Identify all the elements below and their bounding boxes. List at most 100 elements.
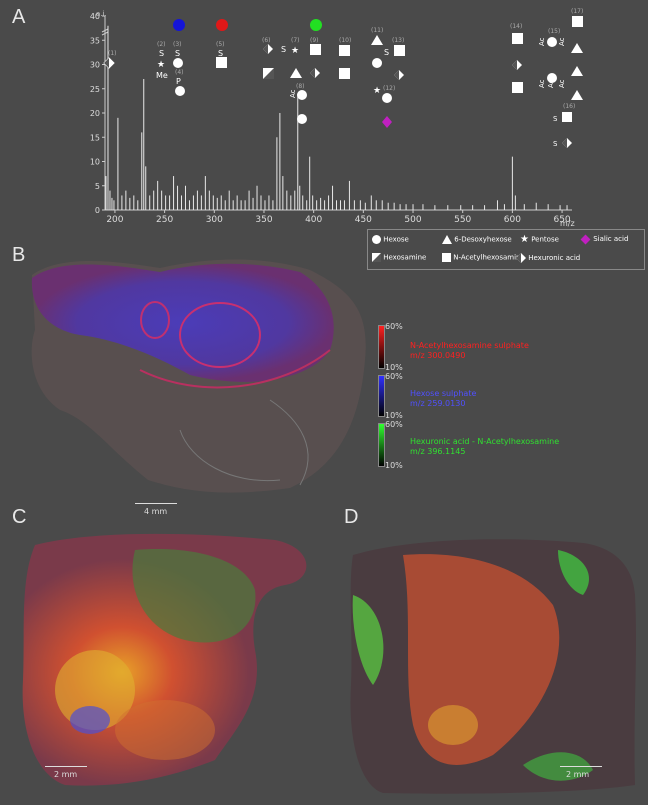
n-acetylhexosamine-icon: [512, 82, 523, 93]
annotation-5: (5): [216, 41, 225, 48]
colorbar-blue-mz: m/z 259.0130: [410, 399, 466, 408]
split-diamond-icon: [516, 253, 526, 263]
colorbar-red-mz: m/z 300.0490: [410, 351, 466, 360]
pentose-icon: ★: [157, 60, 165, 70]
annotation-12: (12): [383, 85, 395, 92]
x-tick-label: 350: [255, 215, 272, 225]
hexuronic-acid-icon: [263, 44, 273, 54]
x-tick-label: 450: [355, 215, 372, 225]
sialic-acid-icon: [382, 116, 392, 128]
y-tick-label: 30: [90, 61, 100, 70]
legend-item-desoxyhexose: 6-Desoxyhexose: [442, 235, 512, 244]
hexuronic-acid-icon: [394, 70, 404, 80]
colorbar-green-mz: m/z 396.1145: [410, 447, 466, 456]
sulphate-label: S: [281, 45, 286, 54]
annotation-1: (1): [108, 50, 117, 57]
methyl-label: Me: [156, 71, 168, 80]
annotation-13: (13): [392, 37, 404, 44]
colorbar-blue-name: Hexose sulphate: [410, 389, 477, 398]
sulphate-label: S: [218, 49, 223, 58]
legend-item-hexosamine: Hexosamine: [372, 253, 426, 262]
magenta-diamond-icon: [580, 234, 591, 244]
annotation-17: (17): [571, 8, 583, 15]
panel-label-a: A: [12, 6, 26, 28]
hexose-icon: [173, 58, 183, 68]
sulphate-label: S: [159, 49, 164, 58]
scalebar-d: [560, 766, 602, 767]
desoxyhexose-icon: [290, 68, 302, 78]
x-tick-label: 200: [106, 215, 123, 225]
acetyl-label: Ac: [558, 79, 566, 88]
annotation-15: (15): [548, 28, 560, 35]
desoxyhexose-icon: [571, 66, 583, 76]
desoxyhexose-icon: [571, 90, 583, 100]
colorbar-green-name: Hexuronic acid - N-Acetylhexosamine: [410, 437, 560, 446]
colorbar-blue: [378, 375, 385, 417]
x-tick-label: 500: [404, 215, 421, 225]
annotation-4: (4): [175, 69, 184, 76]
hexose-icon: [297, 90, 307, 100]
hexuronic-acid-icon: [103, 57, 115, 69]
legend-item-hexuronic-acid: Hexuronic acid: [516, 253, 580, 263]
scalebar-b-label: 4 mm: [144, 507, 168, 516]
colorbar-green: [378, 423, 385, 467]
x-axis-label: m/z: [560, 219, 575, 228]
legend-item-n-acetylhexosamine: N-Acetylhexosamine: [442, 253, 525, 262]
x-tick-label: 250: [156, 215, 173, 225]
red-marker-dot: [216, 19, 228, 31]
acetyl-label: Ac: [289, 89, 297, 98]
y-tick-label: 35: [90, 36, 100, 45]
y-tick-label: 5: [95, 182, 100, 191]
legend-item-sialic-acid: Sialic acid: [580, 234, 628, 244]
green-marker-dot: [310, 19, 322, 31]
acetyl-label: Ac: [538, 37, 546, 46]
hexuronic-acid-icon: [310, 68, 320, 78]
colorbar-green-min: 10%: [385, 461, 403, 470]
n-acetylhexosamine-icon: [310, 44, 321, 55]
colorbar-red-min: 10%: [385, 363, 403, 372]
y-tick-label: 10: [90, 158, 100, 167]
hexose-icon: [547, 37, 557, 47]
n-acetylhexosamine-icon: [216, 57, 227, 68]
hexose-icon: [382, 93, 392, 103]
hexose-icon: [297, 114, 307, 124]
y-axis-break-mark: [101, 28, 109, 33]
tissue-image-b: [31, 259, 366, 493]
acetyl-label: Ac: [547, 79, 555, 88]
y-tick-label: 20: [90, 109, 100, 118]
colorbar-blue-max: 60%: [385, 372, 403, 381]
blue-marker-dot: [173, 19, 185, 31]
pentose-icon: ★: [291, 46, 299, 56]
annotation-16: (16): [563, 103, 575, 110]
panel-label-b: B: [12, 244, 26, 266]
annotation-8: (8): [296, 83, 305, 90]
y-tick-label: 40: [90, 12, 100, 21]
mass-spectrum-chart: 200 250 300 350 400 450 500 550 600 650 0 5 10 15 20 25…: [90, 8, 584, 228]
sulphate-label: S: [553, 115, 558, 123]
annotation-3: (3): [173, 41, 182, 48]
sulphate-label: S: [553, 140, 558, 148]
scalebar-c-label: 2 mm: [54, 770, 78, 779]
pentose-icon: ★: [373, 86, 381, 96]
acetyl-label: Ac: [538, 79, 546, 88]
hexose-icon: [372, 235, 381, 244]
y-tick-label: 15: [90, 133, 100, 142]
y-axis-label: a.i.: [96, 10, 107, 18]
y-axis-break-mark: [101, 31, 109, 36]
panel-label-d: D: [344, 506, 359, 528]
split-square-icon: [372, 253, 381, 262]
hexuronic-acid-icon: [562, 138, 572, 148]
hexose-icon: [175, 86, 185, 96]
tissue-image-d: [350, 539, 636, 794]
n-acetylhexosamine-icon: [562, 112, 572, 122]
sulphate-label: S: [175, 49, 180, 58]
annotation-7: (7): [291, 37, 300, 44]
n-acetylhexosamine-icon: [339, 68, 350, 79]
colorbar-green-max: 60%: [385, 420, 403, 429]
desoxyhexose-icon: [571, 43, 583, 53]
hexosamine-icon: [263, 68, 274, 79]
triangle-icon: [442, 235, 452, 244]
scalebar-c: [45, 766, 87, 767]
panel-label-c: C: [12, 506, 27, 528]
hexuronic-acid-icon: [512, 60, 522, 70]
